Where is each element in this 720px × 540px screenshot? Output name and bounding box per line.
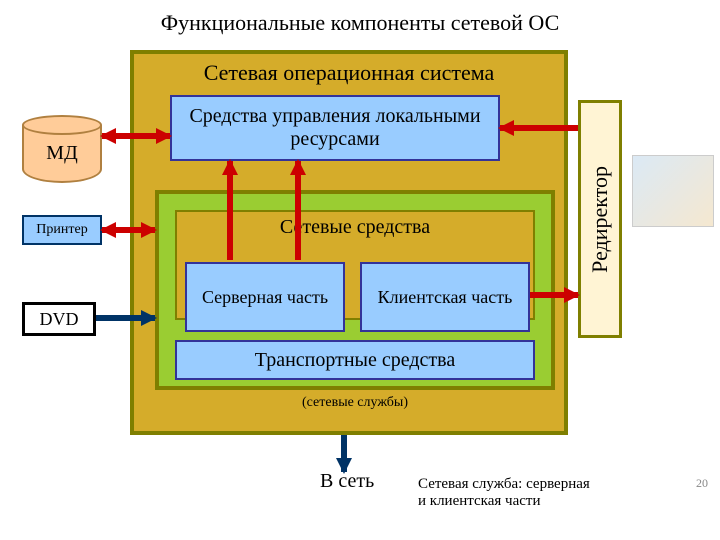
- to-network-label: В сеть: [320, 470, 374, 493]
- client-part-label: Клиентская часть: [378, 287, 513, 308]
- redirector-box: Редиректор: [578, 100, 622, 338]
- client-part-box: Клиентская часть: [360, 262, 530, 332]
- md-label: МД: [46, 142, 77, 165]
- services-note: (сетевые службы): [155, 395, 555, 411]
- transport-label: Транспортные средства: [255, 349, 455, 372]
- local-mgmt-box: Средства управления локальными ресурсами: [170, 95, 500, 161]
- redirector-label: Редиректор: [587, 166, 613, 273]
- md-cylinder: МД: [22, 115, 102, 183]
- caption-line1: Сетевая служба: серверная: [418, 476, 590, 492]
- decorative-image: [632, 155, 714, 227]
- printer-label: Принтер: [36, 222, 87, 238]
- dvd-label: DVD: [40, 309, 79, 330]
- system-label: Сетевая операционная система: [134, 60, 564, 86]
- dvd-box: DVD: [22, 302, 96, 336]
- caption-line2: и клиентская части: [418, 493, 540, 509]
- diagram-title: Функциональные компоненты сетевой ОС: [0, 10, 720, 36]
- page-number: 20: [696, 476, 708, 491]
- transport-box: Транспортные средства: [175, 340, 535, 380]
- server-part-label: Серверная часть: [202, 287, 328, 308]
- caption-text: Сетевая служба: серверная и клиентская ч…: [418, 476, 590, 510]
- server-part-box: Серверная часть: [185, 262, 345, 332]
- local-mgmt-label: Средства управления локальными ресурсами: [172, 105, 498, 151]
- printer-box: Принтер: [22, 215, 102, 245]
